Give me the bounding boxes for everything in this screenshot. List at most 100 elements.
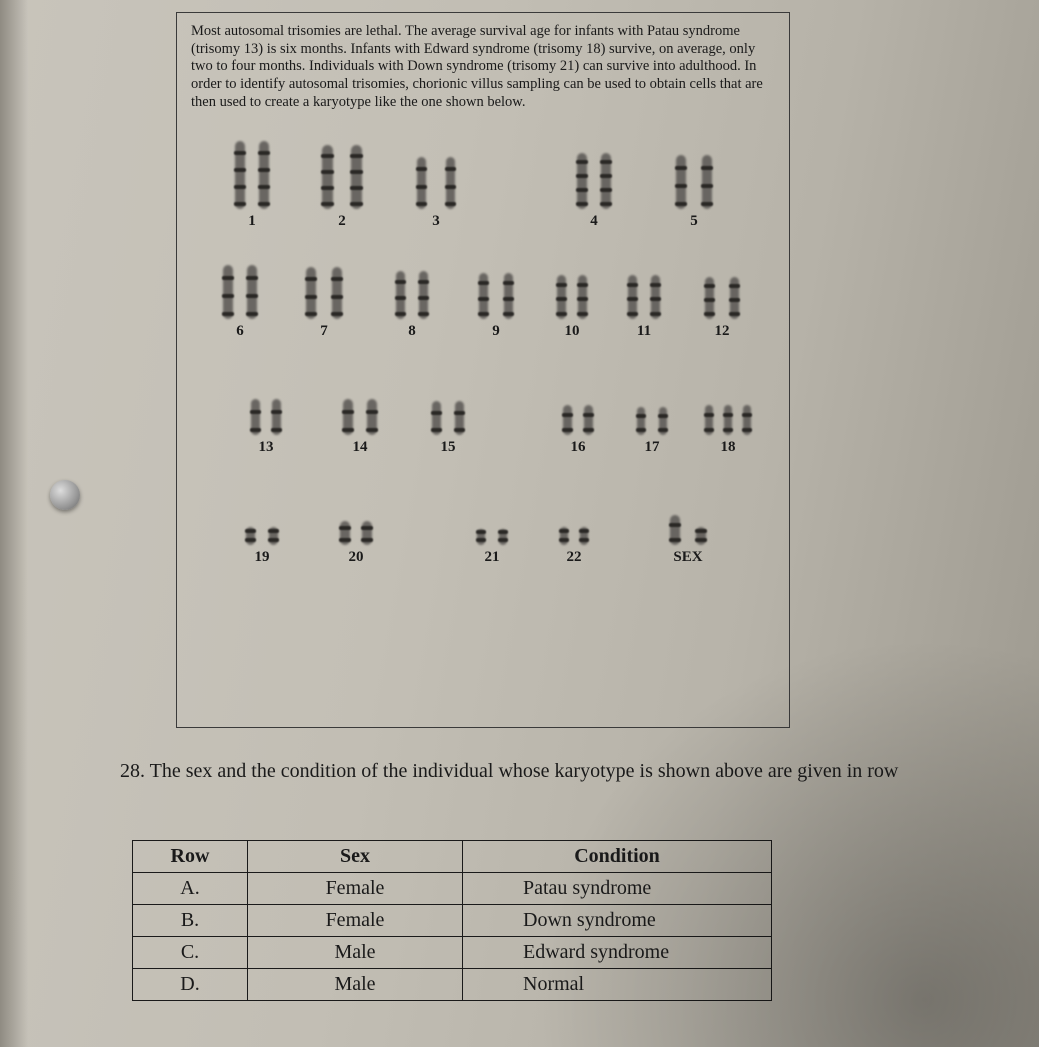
chromosome-label: 15 <box>413 439 483 456</box>
row-condition: Down syndrome <box>463 905 772 937</box>
chromatid-band <box>729 312 740 316</box>
table-row: D.MaleNormal <box>133 969 772 1001</box>
chromatid-band <box>234 168 246 172</box>
chromatid-band <box>350 154 363 158</box>
chromosome-slot-17: 17 <box>617 377 687 456</box>
chromatid-band <box>675 184 687 188</box>
table-row: A.FemalePatau syndrome <box>133 873 772 905</box>
chromosome-slot-16: 16 <box>543 377 613 456</box>
chromosome-label: 9 <box>461 323 531 340</box>
chromatid-band <box>418 296 429 300</box>
left-edge-shadow <box>0 0 28 1047</box>
intro-paragraph: Most autosomal trisomies are lethal. The… <box>191 23 765 111</box>
chromatid-band <box>583 428 594 432</box>
chromosome-label: 22 <box>539 549 609 566</box>
chromosome-label: 7 <box>289 323 359 340</box>
chromatid-band <box>577 312 588 316</box>
karyotype-row: 19202122SEX <box>177 497 789 577</box>
chromatid-band <box>627 283 638 287</box>
chromatid-band <box>627 312 638 316</box>
chromosome-slot-12: 12 <box>687 245 757 340</box>
chromatid-band <box>321 186 334 190</box>
chromatid <box>702 155 712 209</box>
chromatid-band <box>600 160 612 164</box>
chromatid-band <box>258 185 270 189</box>
chromatid-band <box>305 277 317 281</box>
chromosome-group <box>554 245 590 319</box>
table-row: C.MaleEdward syndrome <box>133 937 772 969</box>
question-text: 28. The sex and the condition of the ind… <box>120 758 940 784</box>
chromatid-band <box>704 428 714 432</box>
chromosome-group <box>474 497 510 545</box>
row-condition: Edward syndrome <box>463 937 772 969</box>
chromatid-band <box>742 428 752 432</box>
chromatid-band <box>271 428 282 432</box>
chromatid-band <box>366 428 378 432</box>
chromatid-band <box>556 297 567 301</box>
row-id: D. <box>133 969 248 1001</box>
chromosome-group <box>574 121 614 209</box>
chromosome-group <box>220 245 260 319</box>
chromatid-band <box>445 185 456 189</box>
chromatid <box>676 155 686 209</box>
chromatid-band <box>576 202 588 206</box>
row-sex: Female <box>248 905 463 937</box>
chromatid-band <box>675 202 687 206</box>
chromatid-band <box>583 413 594 417</box>
chromosome-slot-SEX: SEX <box>653 497 723 566</box>
chromatid-band <box>431 428 442 432</box>
chromosome-label: 16 <box>543 439 613 456</box>
chromosome-group <box>634 377 670 435</box>
chromosome-label: 5 <box>659 213 729 230</box>
chromatid-band <box>729 298 740 302</box>
chromatid-band <box>445 167 456 171</box>
chromatid-band <box>331 312 343 316</box>
chromatid-band <box>476 538 486 542</box>
chromatid-band <box>222 276 234 280</box>
chromatid-band <box>650 312 661 316</box>
chromosome-label: SEX <box>653 549 723 566</box>
chromatid-band <box>234 202 246 206</box>
chromatid-band <box>704 413 714 417</box>
chromosome-label: 10 <box>537 323 607 340</box>
chromatid-band <box>416 202 427 206</box>
chromosome-slot-11: 11 <box>609 245 679 340</box>
chromatid-band <box>305 295 317 299</box>
chromatid-band <box>268 538 279 542</box>
chromosome-group <box>560 377 596 435</box>
chromatid-band <box>723 428 733 432</box>
chromosome-slot-7: 7 <box>289 245 359 340</box>
chromosome-group <box>232 121 272 209</box>
chromatid-band <box>675 166 687 170</box>
chromatid-band <box>476 530 486 534</box>
chromatid-band <box>431 411 442 415</box>
chromatid-band <box>650 297 661 301</box>
chromatid-band <box>342 410 354 414</box>
chromatid-band <box>350 186 363 190</box>
row-sex: Male <box>248 969 463 1001</box>
chromosome-slot-22: 22 <box>539 497 609 566</box>
chromatid-band <box>723 413 733 417</box>
answer-table: Row Sex Condition A.FemalePatau syndrome… <box>132 840 772 1001</box>
karyotype-grid: 12345678910111213141516171819202122SEX <box>177 121 789 717</box>
chromatid-band <box>222 294 234 298</box>
chromosome-group <box>243 497 281 545</box>
karyotype-figure: Most autosomal trisomies are lethal. The… <box>176 12 790 728</box>
chromatid-band <box>339 526 351 530</box>
chromatid-band <box>695 529 707 533</box>
chromatid-band <box>559 538 569 542</box>
chromatid-band <box>234 185 246 189</box>
chromatid <box>247 265 257 319</box>
chromosome-group <box>337 497 375 545</box>
chromosome-group <box>702 245 742 319</box>
chromatid-band <box>498 538 508 542</box>
chromatid-band <box>258 168 270 172</box>
chromatid-band <box>250 428 261 432</box>
row-sex: Male <box>248 937 463 969</box>
chromatid-band <box>556 312 567 316</box>
chromosome-slot-20: 20 <box>321 497 391 566</box>
chromatid-band <box>331 295 343 299</box>
chromosome-slot-8: 8 <box>377 245 447 340</box>
chromatid-band <box>701 202 713 206</box>
chromosome-group <box>625 245 663 319</box>
